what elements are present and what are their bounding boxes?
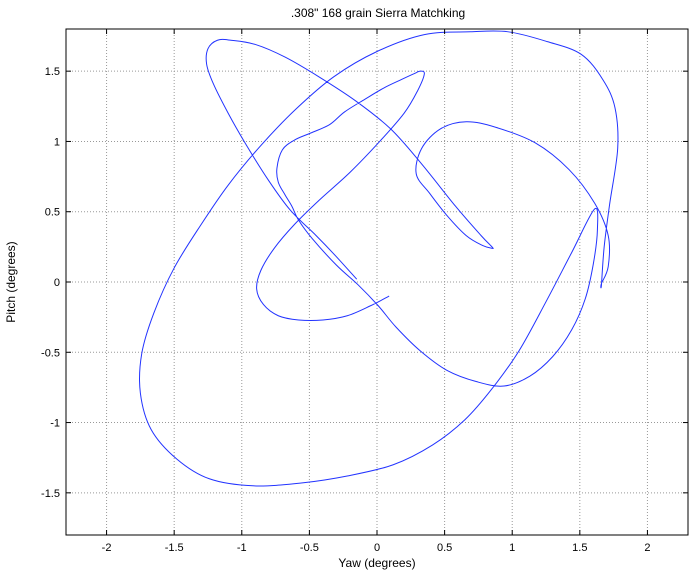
x-axis-title: Yaw (degrees) xyxy=(338,556,415,570)
ticks: -2 -1.5 -1 -0.5 0 0.5 1 1.5 2 -1.5 -1 -0.5 0 0.5 1 1.5 xyxy=(41,29,688,554)
y-tick-label: -1 xyxy=(50,418,60,430)
chart-title: .308" 168 grain Sierra Matchking xyxy=(291,6,465,20)
x-tick-label: 2 xyxy=(644,542,650,554)
y-tick-label: 0 xyxy=(54,277,60,289)
series-line-0 xyxy=(139,30,619,487)
x-tick-label: -2 xyxy=(102,542,112,554)
x-tick-label: -1.5 xyxy=(165,542,184,554)
y-tick-label: -0.5 xyxy=(41,347,60,359)
x-tick-label: -0.5 xyxy=(300,542,319,554)
x-tick-label: 1.5 xyxy=(572,542,587,554)
series-layer xyxy=(139,30,619,487)
x-tick-label: 0.5 xyxy=(437,542,452,554)
y-tick-label: -1.5 xyxy=(41,488,60,500)
y-tick-label: 1 xyxy=(54,136,60,148)
x-tick-label: 1 xyxy=(509,542,515,554)
x-tick-label: -1 xyxy=(237,542,247,554)
x-tick-label: 0 xyxy=(374,542,380,554)
y-axis-title: Pitch (degrees) xyxy=(4,241,18,322)
y-tick-label: 0.5 xyxy=(45,207,60,219)
y-tick-label: 1.5 xyxy=(45,66,60,78)
grid xyxy=(66,29,688,535)
